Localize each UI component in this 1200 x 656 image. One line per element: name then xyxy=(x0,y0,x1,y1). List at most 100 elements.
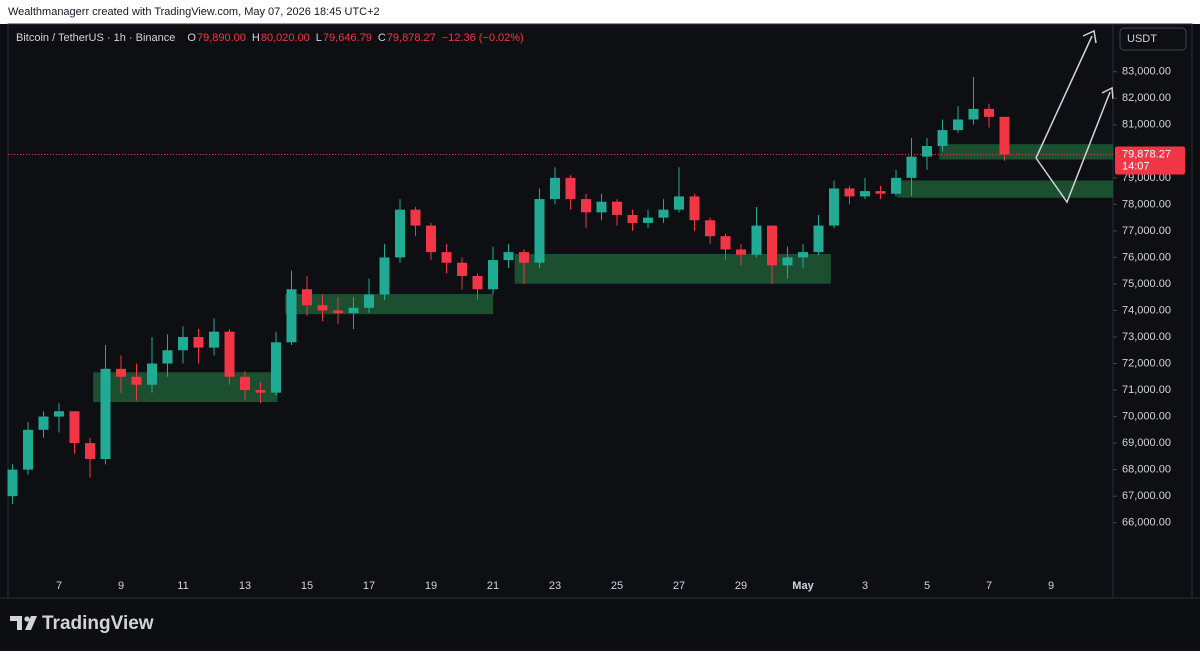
candle-body xyxy=(844,188,855,197)
zone xyxy=(285,294,493,315)
currency-button[interactable] xyxy=(1119,27,1187,51)
candle-body xyxy=(674,196,684,210)
candle-body xyxy=(472,275,483,290)
candle-body xyxy=(798,252,808,258)
arrow-line xyxy=(1035,91,1111,204)
candle-body xyxy=(38,416,49,430)
x-tick-label: 29 xyxy=(735,580,747,592)
y-tick-label: 76,000.00 xyxy=(1122,251,1171,263)
y-tick-label: 70,000.00 xyxy=(1122,410,1171,422)
candle-body xyxy=(23,429,33,470)
candle-body xyxy=(643,217,653,223)
candle-body xyxy=(131,376,142,385)
candle-body xyxy=(627,214,638,223)
candle-body xyxy=(612,201,622,215)
logo xyxy=(10,616,37,630)
candle-body xyxy=(503,252,514,261)
candle-body xyxy=(255,390,266,393)
candle-body xyxy=(689,196,700,221)
legend-label: O xyxy=(187,32,196,44)
plot-area xyxy=(7,23,1193,599)
candle-body xyxy=(395,209,405,258)
arrow-line xyxy=(1035,35,1093,159)
zone xyxy=(514,253,831,284)
candle-body xyxy=(875,191,886,194)
candle-body xyxy=(348,307,359,314)
candle-body xyxy=(751,225,762,255)
candle-body xyxy=(100,368,111,460)
legend-label: H xyxy=(252,32,260,44)
candle-body xyxy=(302,289,312,306)
candle-body xyxy=(534,199,545,263)
candle-body xyxy=(953,119,963,131)
candle-body xyxy=(441,252,452,263)
x-tick-label: 3 xyxy=(862,580,868,592)
candle-body xyxy=(705,220,715,237)
x-tick-label: 7 xyxy=(56,580,62,592)
candle-body xyxy=(426,225,436,253)
y-tick-label: 78,000.00 xyxy=(1122,198,1171,210)
top-bar xyxy=(0,0,1200,24)
candle-body xyxy=(178,336,188,351)
candle-body xyxy=(85,443,95,460)
x-tick-label: May xyxy=(792,580,814,592)
candle-body xyxy=(829,188,839,226)
candle-body xyxy=(519,252,529,263)
candle-body xyxy=(736,249,746,255)
y-tick-label: 81,000.00 xyxy=(1122,119,1171,131)
x-tick-label: 23 xyxy=(549,580,561,592)
x-tick-label: 13 xyxy=(239,580,251,592)
candle-body xyxy=(922,146,932,157)
candle-body xyxy=(410,209,421,226)
candle-body xyxy=(581,199,591,213)
candle-body xyxy=(658,209,669,218)
zone xyxy=(897,180,1113,198)
zone xyxy=(939,144,1113,160)
candle-body xyxy=(379,257,390,295)
y-tick-label: 67,000.00 xyxy=(1122,490,1171,502)
candle-body xyxy=(891,177,901,194)
x-tick-label: 9 xyxy=(1048,580,1054,592)
x-tick-label: 27 xyxy=(673,580,685,592)
candle-body xyxy=(860,191,870,197)
attribution: Wealthmanagerr created with TradingView.… xyxy=(8,6,380,18)
candle-body xyxy=(999,116,1010,155)
y-tick-label: 74,000.00 xyxy=(1122,304,1171,316)
y-tick-label: 79,000.00 xyxy=(1122,172,1171,184)
candle-body xyxy=(224,331,235,377)
candle-body xyxy=(317,305,328,311)
candle-body xyxy=(937,130,948,147)
candle-body xyxy=(767,225,777,266)
x-tick-label: 15 xyxy=(301,580,313,592)
y-tick-label: 66,000.00 xyxy=(1122,517,1171,529)
y-tick-label: 75,000.00 xyxy=(1122,278,1171,290)
candle-body xyxy=(364,294,374,308)
candle-body xyxy=(782,257,793,266)
candle-body xyxy=(596,201,607,213)
currency[interactable]: USDT xyxy=(1127,33,1157,45)
candle-body xyxy=(209,331,219,348)
candle-body xyxy=(286,289,297,343)
symbol-title: Bitcoin / TetherUS · 1h · Binance xyxy=(16,32,175,44)
candle-body xyxy=(162,350,173,364)
candle-body xyxy=(116,368,126,377)
candle-body xyxy=(240,376,250,391)
candle-body xyxy=(720,236,731,250)
x-tick-label: 7 xyxy=(986,580,992,592)
plot xyxy=(7,77,1113,505)
legend-value: 79,890.00 xyxy=(197,32,246,44)
candle-body xyxy=(968,108,979,120)
arrow-head xyxy=(1101,86,1114,100)
x-tick-label: 25 xyxy=(611,580,623,592)
logo-mark xyxy=(10,616,22,630)
x-tick-label: 5 xyxy=(924,580,930,592)
y-tick-label: 71,000.00 xyxy=(1122,384,1171,396)
candle-body xyxy=(550,177,560,200)
x-tick-label: 11 xyxy=(177,580,188,592)
legend-value: 80,020.00 xyxy=(261,32,310,44)
legend-label: C xyxy=(378,32,386,44)
last-price-label: 79,878.27 xyxy=(1122,148,1171,160)
x-tick-label: 17 xyxy=(363,580,375,592)
